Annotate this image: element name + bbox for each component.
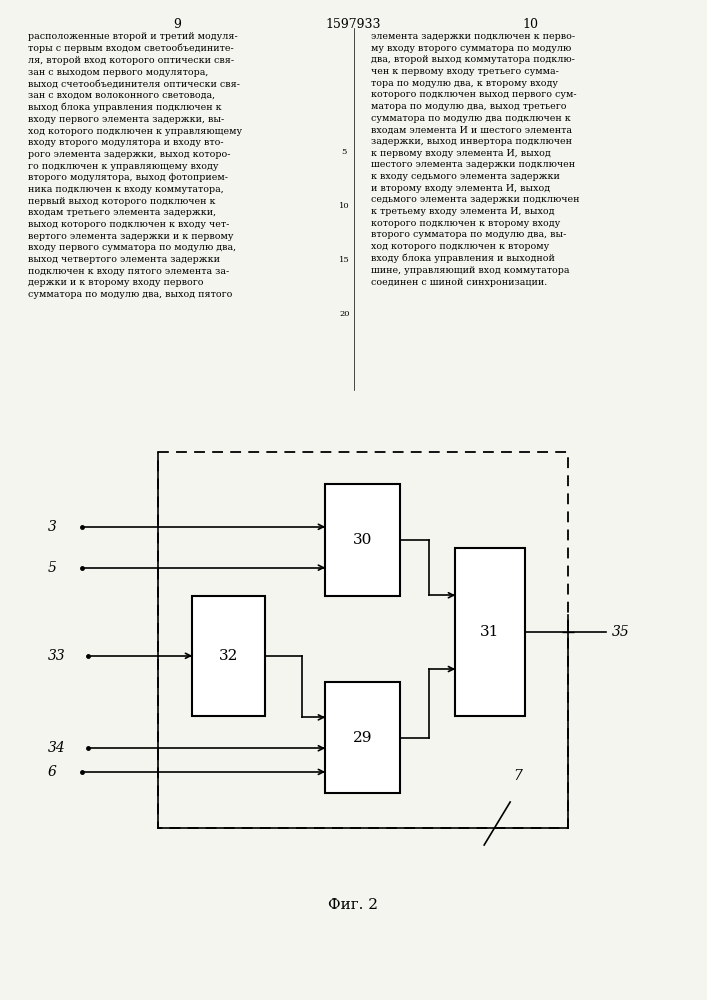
Bar xyxy=(325,682,400,793)
Bar xyxy=(158,452,568,828)
Text: 15: 15 xyxy=(339,256,350,264)
Text: 29: 29 xyxy=(353,730,373,744)
Text: 30: 30 xyxy=(353,533,373,547)
Text: 10: 10 xyxy=(339,202,350,210)
Text: элемента задержки подключен к перво-
му входу второго сумматора по модулю
два, в: элемента задержки подключен к перво- му … xyxy=(371,32,580,287)
Text: 32: 32 xyxy=(218,649,238,663)
Text: расположенные второй и третий модуля-
торы с первым входом светообъедините-
ля, : расположенные второй и третий модуля- то… xyxy=(28,32,243,299)
Text: 5: 5 xyxy=(341,148,347,156)
Text: 33: 33 xyxy=(48,649,66,663)
Bar xyxy=(455,548,525,716)
Text: 34: 34 xyxy=(48,741,66,755)
Text: 10: 10 xyxy=(522,18,538,31)
Bar xyxy=(192,596,264,716)
Bar xyxy=(325,484,400,596)
Text: Фиг. 2: Фиг. 2 xyxy=(329,898,378,912)
Text: 3: 3 xyxy=(48,520,57,534)
Text: 7: 7 xyxy=(513,769,522,783)
Text: 1597933: 1597933 xyxy=(326,18,381,31)
Text: 35: 35 xyxy=(612,625,630,639)
Text: 6: 6 xyxy=(48,765,57,779)
Text: 9: 9 xyxy=(173,18,181,31)
Text: 31: 31 xyxy=(480,625,500,639)
Text: 5: 5 xyxy=(48,561,57,575)
Text: 20: 20 xyxy=(339,310,349,318)
